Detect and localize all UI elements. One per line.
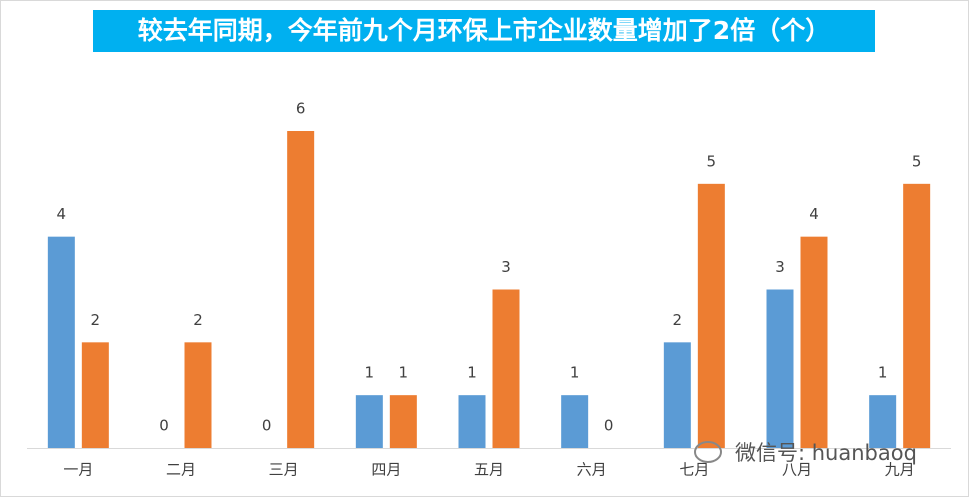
x-tick-label: 三月 <box>269 461 299 479</box>
x-tick-label: 六月 <box>577 461 607 479</box>
bar <box>47 236 75 448</box>
data-label: 1 <box>570 364 580 382</box>
watermark-text: 微信号: huanbaoq <box>735 441 917 465</box>
data-label: 1 <box>878 364 888 382</box>
bar <box>561 395 589 448</box>
data-label: 6 <box>296 100 306 118</box>
data-label: 1 <box>467 364 477 382</box>
bar <box>800 236 828 448</box>
data-label: 0 <box>604 417 614 435</box>
bar <box>355 395 383 448</box>
x-tick-label: 二月 <box>166 461 196 479</box>
bar <box>869 395 897 448</box>
data-label: 2 <box>91 311 101 329</box>
x-tick-label: 七月 <box>679 461 709 479</box>
x-tick-label: 九月 <box>885 461 915 479</box>
data-label: 3 <box>501 258 511 276</box>
bar <box>184 342 212 448</box>
x-tick-label: 四月 <box>371 461 401 479</box>
bar <box>663 342 691 448</box>
data-label: 2 <box>673 311 683 329</box>
data-label: 3 <box>775 258 785 276</box>
bar <box>389 395 417 448</box>
x-tick-label: 五月 <box>474 461 504 479</box>
data-label: 4 <box>57 205 67 223</box>
data-label: 4 <box>809 205 819 223</box>
watermark-icon <box>694 441 722 463</box>
bar <box>287 131 315 448</box>
bar <box>81 342 109 448</box>
bar <box>697 183 725 449</box>
data-label: 1 <box>365 364 375 382</box>
bar <box>458 395 486 448</box>
data-label: 5 <box>912 152 922 170</box>
data-label: 5 <box>707 152 717 170</box>
x-tick-label: 一月 <box>63 461 93 479</box>
bar <box>903 183 931 449</box>
title-box <box>93 10 875 52</box>
chart-title: 较去年同期，今年前九个月环保上市企业数量增加了2倍（个） <box>138 16 830 45</box>
bar <box>766 289 794 448</box>
data-label: 0 <box>159 417 169 435</box>
watermark: 微信号: huanbaoq <box>694 441 917 465</box>
data-label: 0 <box>262 417 272 435</box>
data-label: 2 <box>193 311 203 329</box>
x-tick-label: 八月 <box>782 461 812 479</box>
bar <box>492 289 520 448</box>
data-label: 1 <box>399 364 409 382</box>
